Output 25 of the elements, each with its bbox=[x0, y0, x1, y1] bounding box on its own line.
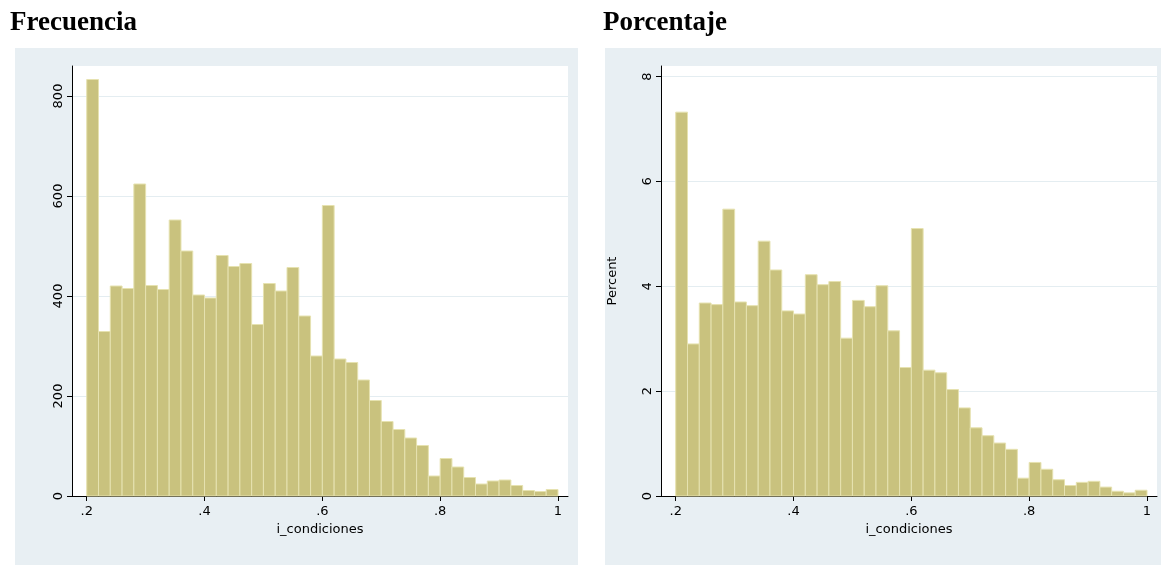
y-axis-title: Percent bbox=[604, 256, 619, 306]
x-axis-title: i_condiciones bbox=[865, 520, 953, 536]
x-tick-label: .8 bbox=[1022, 503, 1036, 518]
chart-title: Porcentaje bbox=[603, 5, 727, 36]
y-tick-label: 600 bbox=[50, 183, 65, 209]
y-tick-label: 0 bbox=[639, 491, 654, 501]
x-tick-label: .8 bbox=[433, 503, 447, 518]
x-tick-label: .2 bbox=[669, 503, 682, 518]
x-tick-label: 1 bbox=[1142, 503, 1152, 518]
x-tick-label: 1 bbox=[553, 503, 563, 518]
chart-title: Frecuencia bbox=[10, 5, 138, 36]
x-tick-label: .6 bbox=[316, 503, 329, 518]
y-tick-label: 6 bbox=[639, 177, 654, 186]
y-tick-label: 400 bbox=[50, 283, 65, 309]
x-tick-label: .4 bbox=[787, 503, 800, 518]
x-tick-label: .2 bbox=[80, 503, 93, 518]
y-tick-label: 8 bbox=[639, 72, 654, 81]
y-tick-label: 4 bbox=[639, 282, 654, 291]
y-tick-label: 200 bbox=[50, 383, 65, 409]
x-tick-label: .6 bbox=[905, 503, 918, 518]
y-tick-label: 800 bbox=[50, 83, 65, 109]
x-axis-title: i_condiciones bbox=[276, 520, 364, 536]
x-tick-label: .4 bbox=[198, 503, 211, 518]
y-tick-label: 2 bbox=[639, 386, 654, 396]
y-tick-label: 0 bbox=[50, 491, 65, 501]
